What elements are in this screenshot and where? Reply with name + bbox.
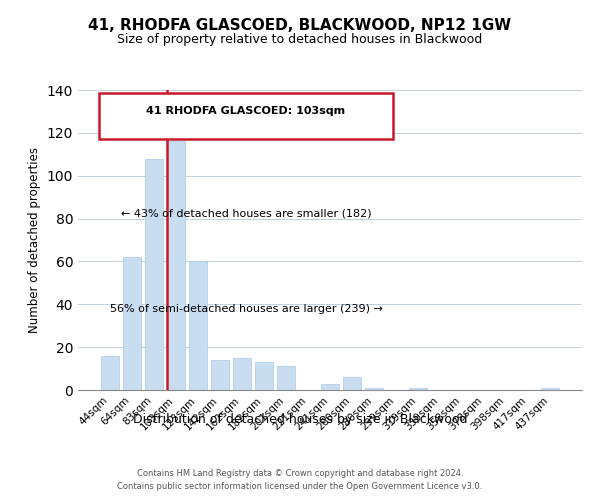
Text: 41 RHODFA GLASCOED: 103sqm: 41 RHODFA GLASCOED: 103sqm — [146, 106, 346, 117]
Bar — [101, 356, 119, 390]
Bar — [145, 158, 163, 390]
Text: Contains public sector information licensed under the Open Government Licence v3: Contains public sector information licen… — [118, 482, 482, 491]
Bar — [167, 142, 185, 390]
Bar — [277, 366, 295, 390]
Bar — [541, 388, 559, 390]
Y-axis label: Number of detached properties: Number of detached properties — [28, 147, 41, 333]
Bar — [123, 257, 140, 390]
FancyBboxPatch shape — [100, 93, 392, 138]
Text: 56% of semi-detached houses are larger (239) →: 56% of semi-detached houses are larger (… — [110, 304, 382, 314]
Bar — [211, 360, 229, 390]
Text: 41, RHODFA GLASCOED, BLACKWOOD, NP12 1GW: 41, RHODFA GLASCOED, BLACKWOOD, NP12 1GW — [88, 18, 512, 32]
Bar — [365, 388, 383, 390]
Bar — [321, 384, 339, 390]
Text: Size of property relative to detached houses in Blackwood: Size of property relative to detached ho… — [118, 32, 482, 46]
Bar — [255, 362, 273, 390]
Text: Contains HM Land Registry data © Crown copyright and database right 2024.: Contains HM Land Registry data © Crown c… — [137, 468, 463, 477]
Bar — [233, 358, 251, 390]
Text: Distribution of detached houses by size in Blackwood: Distribution of detached houses by size … — [133, 412, 467, 426]
Bar — [409, 388, 427, 390]
Bar — [189, 262, 206, 390]
Text: ← 43% of detached houses are smaller (182): ← 43% of detached houses are smaller (18… — [121, 208, 371, 218]
Bar — [343, 377, 361, 390]
